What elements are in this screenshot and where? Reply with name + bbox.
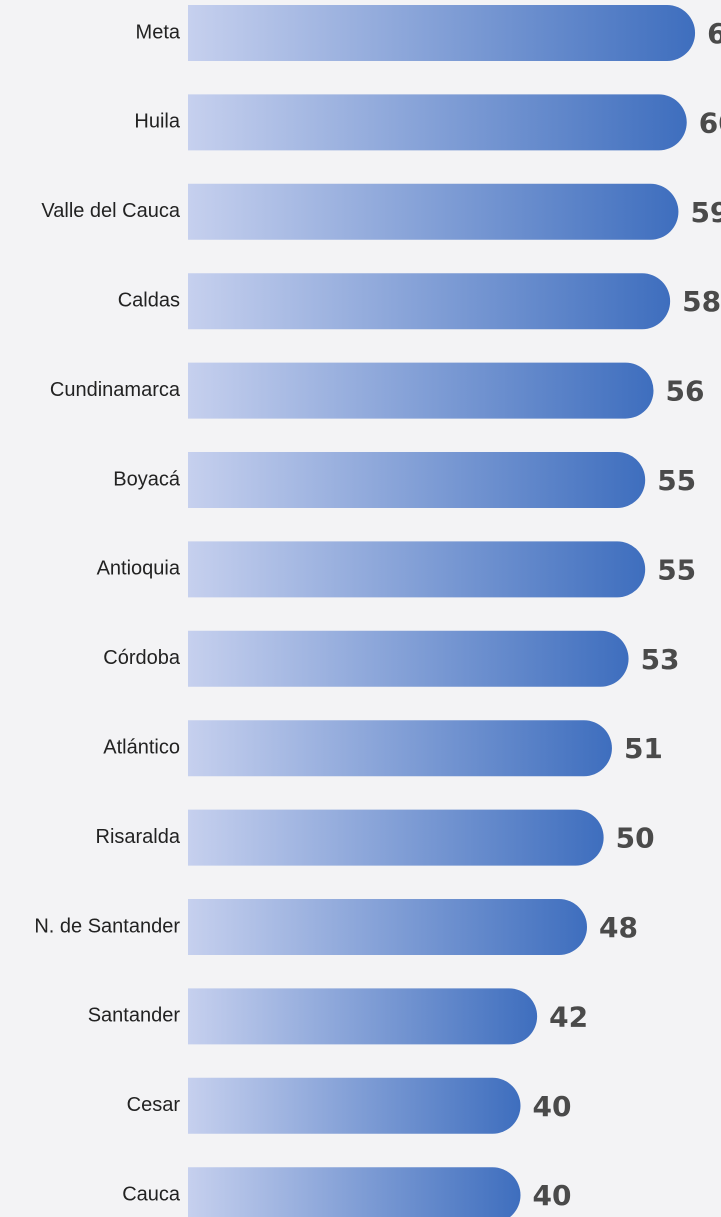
value-label: 55 — [657, 464, 696, 497]
value-label: 50 — [616, 822, 655, 855]
category-label: Cauca — [122, 1183, 181, 1205]
bar — [188, 362, 654, 419]
category-label: Valle del Cauca — [41, 200, 180, 222]
category-label: Huila — [134, 111, 180, 133]
value-label: 40 — [533, 1090, 572, 1123]
value-label: 48 — [599, 911, 638, 944]
bar — [188, 1167, 521, 1217]
bar — [188, 183, 679, 240]
bar — [188, 5, 696, 61]
value-label: 51 — [624, 732, 663, 765]
bar — [188, 809, 604, 866]
category-label: Atlántico — [103, 736, 180, 758]
category-label: Antioquia — [97, 558, 181, 580]
value-label: 53 — [641, 643, 680, 676]
bar — [188, 273, 671, 330]
bar — [188, 452, 646, 508]
value-label: 56 — [666, 375, 705, 408]
value-label: 58 — [682, 285, 721, 318]
value-label: 40 — [533, 1179, 572, 1212]
value-label: 61 — [707, 17, 721, 50]
bar — [188, 630, 629, 687]
category-label: Cesar — [127, 1094, 181, 1116]
category-label: Cundinamarca — [50, 379, 181, 401]
bar — [188, 899, 587, 955]
value-label: 42 — [549, 1000, 588, 1033]
category-label: Caldas — [118, 289, 180, 311]
bar — [188, 1077, 521, 1134]
value-label: 60 — [699, 106, 721, 139]
value-label: 55 — [657, 553, 696, 586]
bar — [188, 720, 612, 777]
category-label: Risaralda — [96, 826, 181, 848]
value-label: 59 — [690, 196, 721, 229]
bar — [188, 94, 687, 151]
category-label: Meta — [136, 21, 181, 43]
category-label: Boyacá — [113, 468, 181, 490]
bar — [188, 988, 538, 1045]
category-label: Santander — [88, 1005, 181, 1027]
category-label: N. de Santander — [34, 915, 180, 937]
bar — [188, 541, 646, 598]
category-label: Córdoba — [103, 647, 181, 669]
